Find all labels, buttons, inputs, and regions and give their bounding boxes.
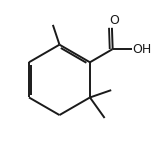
Text: OH: OH [132, 43, 152, 56]
Text: O: O [109, 14, 119, 27]
